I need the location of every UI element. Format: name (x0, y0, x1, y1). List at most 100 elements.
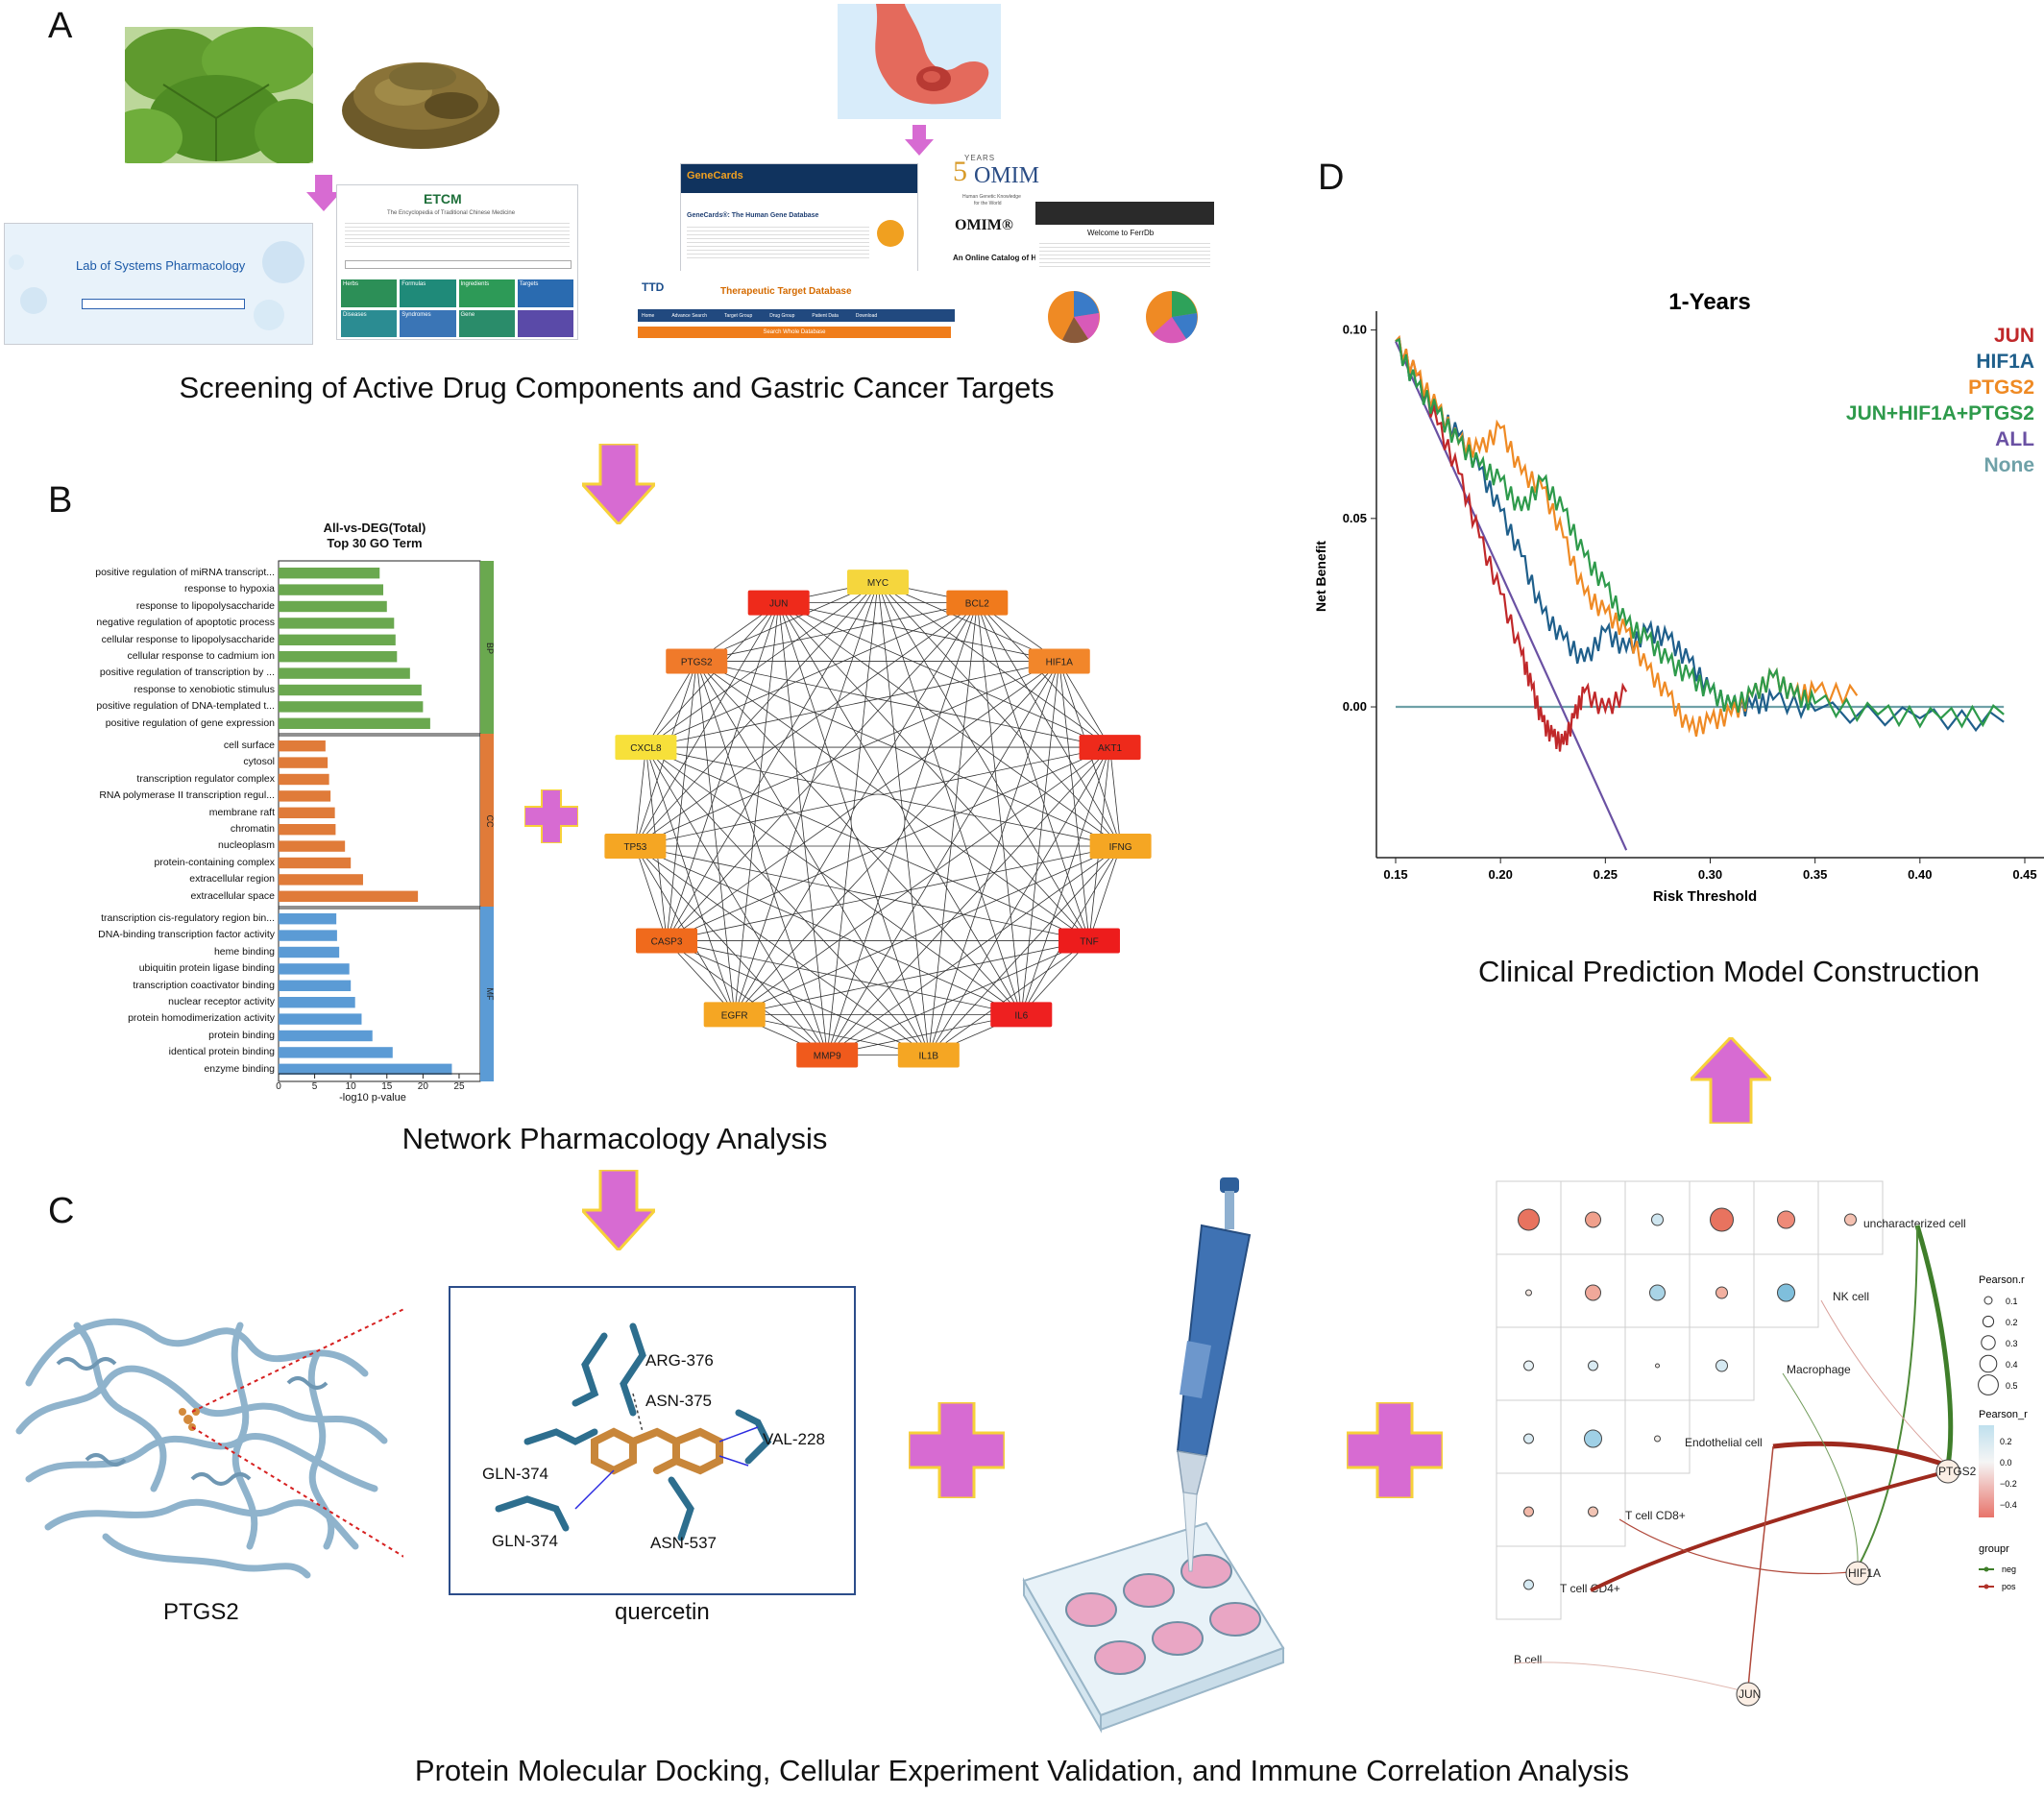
corr-link (1914, 1225, 1954, 1467)
network-node-label: CASP3 (651, 936, 683, 947)
omim-description: An Online Catalog of Hu (953, 254, 1041, 262)
network-edge (778, 602, 828, 1055)
ttd-menu-item: Target Group (724, 312, 753, 319)
go-bar (279, 1030, 373, 1042)
ferrdb-screenshot: Welcome to FerrDb (1035, 202, 1214, 346)
go-term-label: transcription coactivator binding (133, 979, 275, 991)
go-term-label: response to lipopolysaccharide (135, 599, 275, 612)
corr-circle (1585, 1211, 1601, 1228)
ttd-menu-item: Drug Group (769, 312, 795, 319)
etcm-title: ETCM (424, 191, 462, 206)
network-edge (734, 581, 879, 1015)
go-term-label: positive regulation of DNA-templated t..… (96, 700, 275, 713)
dca-x-tick-label: 0.40 (1908, 867, 1932, 882)
dca-x-tick-label: 0.25 (1594, 867, 1618, 882)
immune-cell-label: Endothelial cell (1685, 1436, 1763, 1449)
legend-group-label: pos (2002, 1582, 2016, 1591)
caption-a: Screening of Active Drug Components and … (179, 371, 1055, 404)
go-x-tick-label: 10 (346, 1081, 357, 1092)
go-term-label: nucleoplasm (218, 839, 275, 852)
network-node (615, 735, 677, 761)
dca-legend-entry: JUN (1994, 325, 2034, 347)
panel-label-a: A (48, 6, 73, 46)
corr-circle (1777, 1210, 1795, 1229)
dca-y-tick-label: 0.10 (1343, 323, 1367, 337)
go-term-label: positive regulation of transcription by … (99, 667, 275, 679)
ferrdb-text (1039, 240, 1210, 267)
dca-y-tick-label: 0.00 (1343, 699, 1367, 714)
genecards-text (687, 224, 869, 258)
corr-link (1513, 1662, 1749, 1693)
network-node-label: TNF (1080, 936, 1098, 947)
dca-series-line (1395, 335, 1859, 737)
go-group-name: BP (485, 643, 495, 654)
etcm-tile: Gene (458, 309, 515, 337)
legend-group-dot (1983, 1566, 1989, 1572)
network-edge (826, 845, 1121, 1055)
dca-title: 1-Years (1668, 289, 1750, 315)
dca-series-line (1394, 340, 1628, 851)
network-edge (635, 845, 1022, 1015)
genecards-logo: GeneCards (687, 170, 743, 182)
network-edge (696, 602, 978, 662)
go-term-label: positive regulation of gene expression (105, 716, 275, 729)
go-bar (279, 857, 352, 869)
ttd-title: Therapeutic Target Database (720, 286, 852, 297)
pipette-cell-plate-illustration (1022, 1177, 1285, 1734)
corr-circle (1588, 1506, 1598, 1517)
network-node (990, 1002, 1053, 1028)
network-node-label: JUN (769, 599, 788, 610)
network-edge (1020, 746, 1110, 1015)
go-bar (279, 840, 346, 852)
etcm-text-block (345, 220, 570, 249)
dca-x-tick-label: 0.20 (1489, 867, 1513, 882)
genecards-icon (877, 220, 904, 247)
go-chart-title-1: All-vs-DEG(Total) (323, 521, 426, 535)
corr-link (1820, 1299, 1949, 1467)
network-edge (976, 602, 1090, 941)
dca-legend-entry: HIF1A (1976, 351, 2034, 373)
network-edge (734, 1013, 929, 1055)
network-edge (877, 581, 1090, 941)
immune-correlation-plot: uncharacterized cell NK cell Macrophage End… (1496, 1180, 2028, 1707)
go-bars: BP CC MF 0 5 10 15 20 25 (276, 560, 495, 1092)
go-term-labels: positive regulation of miRNA transcript.… (0, 515, 499, 1110)
network-node (796, 1042, 859, 1068)
ttd-menu-item: Patient Data (812, 312, 839, 319)
go-bar (279, 618, 395, 629)
omim-years: YEARS (964, 154, 996, 162)
go-bar-chart: All-vs-DEG(Total) Top 30 GO Term positiv… (0, 515, 499, 1110)
network-edge (1088, 845, 1121, 941)
go-bar (279, 684, 422, 696)
ttd-menu-item: Advance Search (671, 312, 708, 319)
corr-cell (1624, 1399, 1691, 1474)
dca-legend-entry: JUN+HIF1A+PTGS2 (1846, 402, 2034, 424)
corr-circle (1525, 1289, 1532, 1297)
network-node (1058, 928, 1120, 954)
etcm-tile: Herbs (341, 279, 398, 307)
genecards-screenshot: GeneCards GeneCards®: The Human Gene Dat… (680, 163, 918, 277)
corr-link (1857, 1225, 1918, 1568)
legend-size-label: 0.1 (2006, 1297, 2018, 1306)
immune-cell-label: T cell CD4+ (1560, 1582, 1620, 1595)
network-edge (877, 581, 1121, 847)
network-edge (778, 602, 1121, 847)
omim-tagline-2: for the World (974, 201, 1002, 206)
go-x-axis-label: -log10 p-value (339, 1092, 406, 1104)
corr-circle (1716, 1286, 1728, 1299)
network-edge (976, 602, 1022, 1015)
etcm-tile: Ingredients (458, 279, 515, 307)
immune-cell-label: T cell CD8+ (1625, 1509, 1686, 1522)
go-bar (279, 930, 337, 941)
legend-color-title: Pearson_r (1979, 1409, 2028, 1420)
go-x-tick-label: 20 (418, 1081, 429, 1092)
residue-label: ASN-375 (645, 1392, 712, 1410)
corr-cell (1560, 1472, 1626, 1547)
immune-cell-label: NK cell (1833, 1290, 1869, 1303)
network-edge (928, 746, 1110, 1055)
go-group-name: MF (485, 988, 495, 1001)
gene-node (1935, 1459, 1960, 1484)
docking-detail-box: ARG-376 ASN-375 VAL-228 GLN-374 GLN-374 … (449, 1286, 856, 1595)
etcm-tile: Targets (517, 279, 573, 307)
legend-size-label: 0.3 (2006, 1339, 2018, 1348)
